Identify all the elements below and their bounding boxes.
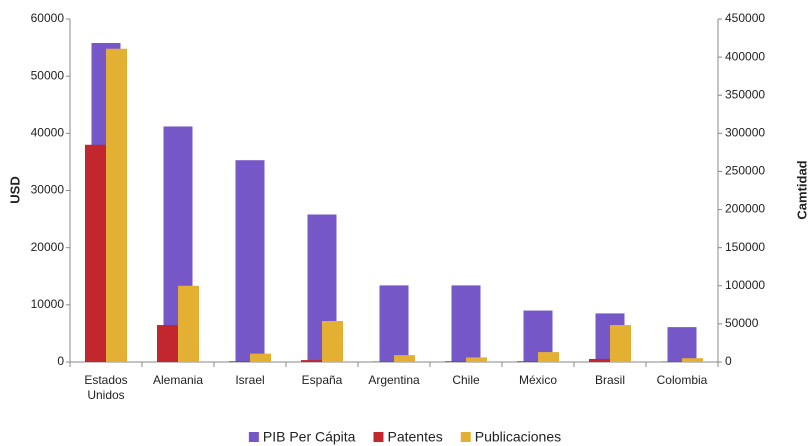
bar xyxy=(106,48,127,363)
legend-swatch xyxy=(460,432,471,442)
bar xyxy=(235,160,265,362)
x-tick-label: Argentina xyxy=(368,373,420,387)
legend-swatch xyxy=(248,432,259,442)
bar xyxy=(589,358,610,362)
bar xyxy=(157,325,178,362)
y2-tick-label: 300000 xyxy=(725,126,765,140)
bar xyxy=(322,320,343,362)
y2-tick-label: 0 xyxy=(725,354,732,368)
bar xyxy=(394,355,415,362)
bar xyxy=(682,358,703,362)
y2-tick-label: 350000 xyxy=(725,87,765,101)
legend-label: Patentes xyxy=(387,429,442,445)
x-tick-label: Brasil xyxy=(595,373,625,387)
bar xyxy=(250,353,271,362)
y2-tick-label: 400000 xyxy=(725,49,765,63)
bar xyxy=(229,361,250,362)
y2-tick-label: 200000 xyxy=(725,202,765,216)
bar xyxy=(85,144,106,362)
bar xyxy=(610,325,631,362)
y-tick-label: 60000 xyxy=(31,11,65,25)
bar xyxy=(178,285,199,362)
x-tick-label: Estados Unidos xyxy=(84,373,127,402)
y-tick-label: 50000 xyxy=(31,68,65,82)
bar xyxy=(466,357,487,362)
bar xyxy=(538,352,559,362)
x-tick-label: Alemania xyxy=(153,373,203,387)
x-tick-label: Colombia xyxy=(657,373,708,387)
bar xyxy=(301,360,322,362)
y2-tick-label: 450000 xyxy=(725,11,765,25)
y-tick-label: 30000 xyxy=(31,183,65,197)
y2-tick-label: 100000 xyxy=(725,278,765,292)
y2-tick-label: 50000 xyxy=(725,316,759,330)
bar xyxy=(517,361,538,362)
bar xyxy=(451,285,481,362)
x-tick-label: Israel xyxy=(235,373,264,387)
y-tick-label: 10000 xyxy=(31,297,65,311)
bar xyxy=(667,327,697,362)
bar xyxy=(445,361,466,362)
y-axis-title: USD xyxy=(7,176,22,203)
x-tick-label: España xyxy=(302,373,343,387)
y2-tick-label: 250000 xyxy=(725,164,765,178)
y-tick-label: 20000 xyxy=(31,240,65,254)
y2-axis-title: Camtidad xyxy=(794,160,809,219)
legend-label: Publicaciones xyxy=(475,429,561,445)
y-tick-label: 0 xyxy=(57,354,64,368)
legend: PIB Per Cápita Patentes Publicaciones xyxy=(248,429,561,445)
y2-tick-label: 150000 xyxy=(725,240,765,254)
legend-swatch xyxy=(373,432,384,442)
x-tick-label: Chile xyxy=(452,373,480,387)
x-tick-label: México xyxy=(519,373,557,387)
legend-label: PIB Per Cápita xyxy=(263,429,356,445)
bar xyxy=(379,285,409,362)
y-tick-label: 40000 xyxy=(31,126,65,140)
